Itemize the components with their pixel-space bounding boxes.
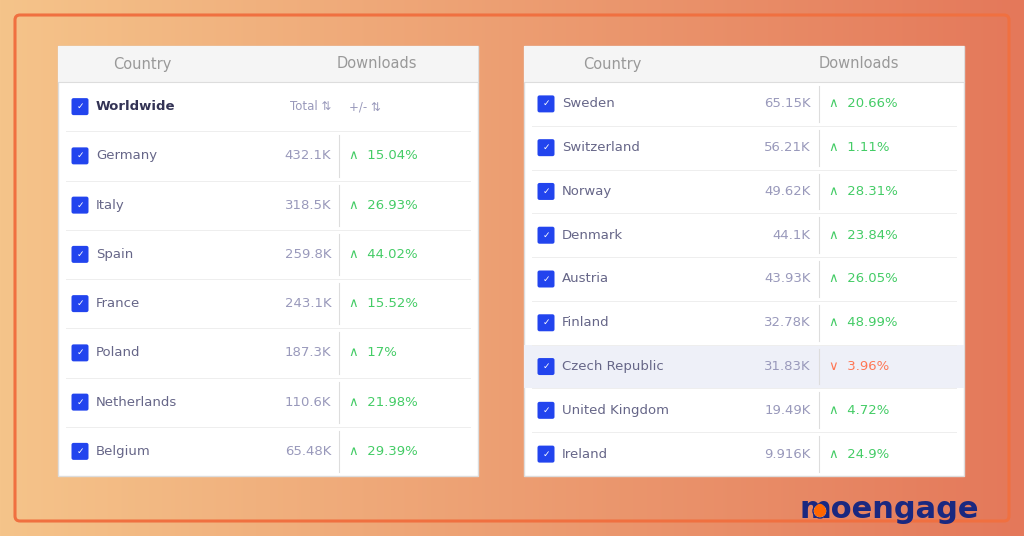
Text: ∧  26.05%: ∧ 26.05% [828, 272, 898, 286]
Text: Poland: Poland [96, 346, 140, 359]
Text: Italy: Italy [96, 199, 125, 212]
Text: ✓: ✓ [76, 348, 84, 358]
Text: Ireland: Ireland [562, 448, 608, 460]
FancyBboxPatch shape [538, 227, 555, 244]
FancyBboxPatch shape [538, 445, 555, 463]
Text: ✓: ✓ [543, 230, 550, 240]
Text: Country: Country [113, 56, 171, 71]
Text: 19.49K: 19.49K [765, 404, 811, 417]
Text: ∧  17%: ∧ 17% [349, 346, 397, 359]
Circle shape [814, 505, 825, 517]
Text: 259.8K: 259.8K [285, 248, 332, 261]
Text: 43.93K: 43.93K [764, 272, 811, 286]
Text: Sweden: Sweden [562, 98, 614, 110]
Text: ∧  44.02%: ∧ 44.02% [349, 248, 418, 261]
Text: moengage: moengage [800, 495, 980, 524]
FancyBboxPatch shape [72, 147, 88, 165]
Text: Downloads: Downloads [818, 56, 899, 71]
Text: 432.1K: 432.1K [285, 150, 332, 162]
Text: ∧  15.52%: ∧ 15.52% [349, 297, 419, 310]
FancyBboxPatch shape [538, 271, 555, 287]
Text: ✓: ✓ [76, 398, 84, 407]
Text: ∧  4.72%: ∧ 4.72% [828, 404, 889, 417]
Text: ✓: ✓ [543, 318, 550, 327]
Text: 9.916K: 9.916K [765, 448, 811, 460]
Text: ✓: ✓ [76, 151, 84, 160]
Bar [524, 46, 964, 82]
Text: Denmark: Denmark [562, 229, 624, 242]
FancyBboxPatch shape [538, 183, 555, 200]
Text: Czech Republic: Czech Republic [562, 360, 664, 373]
Text: ∧  1.11%: ∧ 1.11% [828, 141, 889, 154]
Text: Finland: Finland [562, 316, 609, 329]
Text: ✓: ✓ [543, 143, 550, 152]
Text: 49.62K: 49.62K [765, 185, 811, 198]
Text: Norway: Norway [562, 185, 612, 198]
Text: 110.6K: 110.6K [285, 396, 332, 408]
Text: ✓: ✓ [543, 99, 550, 108]
Text: 65.15K: 65.15K [764, 98, 811, 110]
Text: ∧  20.66%: ∧ 20.66% [828, 98, 897, 110]
FancyBboxPatch shape [538, 95, 555, 113]
FancyBboxPatch shape [538, 358, 555, 375]
Text: United Kingdom: United Kingdom [562, 404, 669, 417]
Text: Germany: Germany [96, 150, 157, 162]
Text: France: France [96, 297, 140, 310]
Text: ∧  21.98%: ∧ 21.98% [349, 396, 418, 408]
Text: ∧  29.39%: ∧ 29.39% [349, 445, 418, 458]
Text: Austria: Austria [562, 272, 609, 286]
Bar [524, 345, 964, 389]
Text: ✓: ✓ [543, 187, 550, 196]
Circle shape [814, 505, 825, 517]
FancyBboxPatch shape [72, 197, 88, 214]
Text: ✓: ✓ [76, 447, 84, 456]
Text: ✓: ✓ [543, 274, 550, 284]
FancyBboxPatch shape [538, 139, 555, 156]
Text: ∧  15.04%: ∧ 15.04% [349, 150, 418, 162]
Text: 65.48K: 65.48K [285, 445, 332, 458]
Bar [58, 46, 478, 82]
FancyBboxPatch shape [72, 98, 88, 115]
Text: ✓: ✓ [76, 200, 84, 210]
Bar [524, 46, 964, 476]
Text: +/- ⇅: +/- ⇅ [349, 100, 381, 113]
Text: ∧  28.31%: ∧ 28.31% [828, 185, 898, 198]
Text: 318.5K: 318.5K [285, 199, 332, 212]
Text: Country: Country [583, 56, 641, 71]
Text: ✓: ✓ [543, 450, 550, 459]
Text: 31.83K: 31.83K [764, 360, 811, 373]
Text: Total ⇅: Total ⇅ [290, 100, 332, 113]
Text: ✓: ✓ [76, 299, 84, 308]
Circle shape [813, 504, 827, 518]
Text: Switzerland: Switzerland [562, 141, 640, 154]
Text: 187.3K: 187.3K [285, 346, 332, 359]
Text: Downloads: Downloads [337, 56, 418, 71]
Text: ✓: ✓ [76, 250, 84, 259]
FancyBboxPatch shape [72, 443, 88, 460]
Text: ✓: ✓ [543, 362, 550, 371]
Text: Worldwide: Worldwide [96, 100, 175, 113]
Text: ∧  26.93%: ∧ 26.93% [349, 199, 418, 212]
Text: Netherlands: Netherlands [96, 396, 177, 408]
Text: ∧  23.84%: ∧ 23.84% [828, 229, 898, 242]
Text: 44.1K: 44.1K [773, 229, 811, 242]
Text: Spain: Spain [96, 248, 133, 261]
Text: ∧  48.99%: ∧ 48.99% [828, 316, 897, 329]
Text: 32.78K: 32.78K [764, 316, 811, 329]
Text: ✓: ✓ [543, 406, 550, 415]
FancyBboxPatch shape [72, 344, 88, 361]
Text: Belgium: Belgium [96, 445, 151, 458]
Bar [58, 46, 478, 476]
Text: ∨  3.96%: ∨ 3.96% [828, 360, 889, 373]
FancyBboxPatch shape [72, 246, 88, 263]
Text: ✓: ✓ [76, 102, 84, 111]
Text: 56.21K: 56.21K [764, 141, 811, 154]
Text: 243.1K: 243.1K [285, 297, 332, 310]
FancyBboxPatch shape [72, 393, 88, 411]
Text: ∧  24.9%: ∧ 24.9% [828, 448, 889, 460]
FancyBboxPatch shape [72, 295, 88, 312]
FancyBboxPatch shape [538, 402, 555, 419]
FancyBboxPatch shape [538, 314, 555, 331]
Circle shape [816, 504, 823, 511]
